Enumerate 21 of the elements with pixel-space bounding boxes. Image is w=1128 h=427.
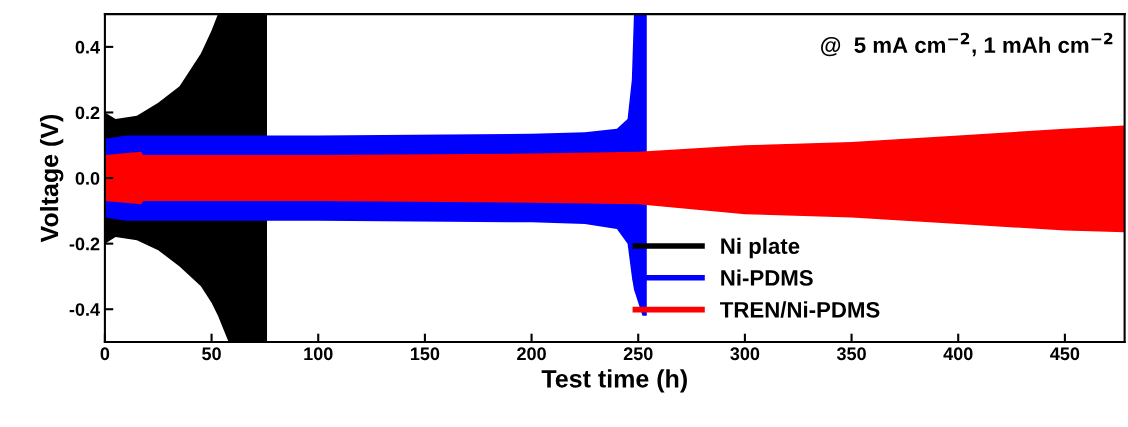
x-tick-label: 0 — [100, 347, 110, 361]
x-tick-label: 200 — [517, 347, 546, 361]
y-tick-label: -0.4 — [69, 303, 100, 316]
x-tick-label: 350 — [836, 347, 866, 361]
y-tick-label: 0.0 — [75, 171, 100, 185]
legend-label: Ni plate — [721, 237, 800, 259]
legend-label: Ni-PDMS — [721, 269, 813, 286]
x-tick-label: 300 — [730, 347, 760, 361]
x-axis-title: Test time (h) — [541, 369, 687, 393]
x-tick-label: 100 — [304, 347, 333, 361]
x-tick-label: 50 — [202, 347, 221, 361]
y-tick-label: -0.2 — [69, 237, 100, 251]
legend-label: TREN/Ni-PDMS — [720, 301, 880, 318]
x-tick-label: 150 — [410, 347, 440, 361]
x-tick-label: 400 — [943, 347, 973, 361]
y-axis-title: Voltage (V) — [39, 114, 64, 243]
annotation: @ 5 mA cm$^{−2}$, 1 mAh cm$^{−2}$ — [821, 32, 1113, 57]
y-tick-label: 0.4 — [75, 40, 100, 54]
x-tick-label: 450 — [1050, 347, 1080, 361]
x-tick-label: 250 — [623, 347, 653, 361]
y-tick-label: 0.2 — [75, 106, 100, 120]
